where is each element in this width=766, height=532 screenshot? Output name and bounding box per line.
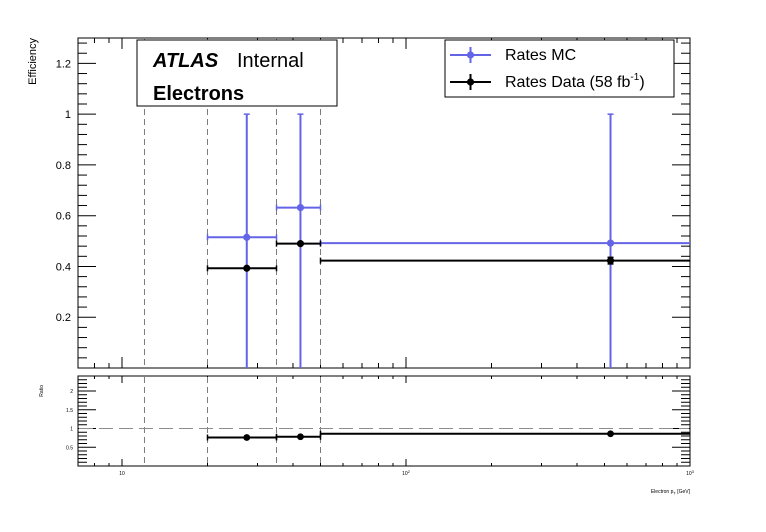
x-tick-label: 102 <box>402 469 411 477</box>
data-point <box>243 233 251 241</box>
y-tick-label: 1.2 <box>56 58 71 70</box>
ratio-pad: 0.5 1 1.5 2 10 102 103 Ratio Electron pT [GeV] <box>39 375 695 496</box>
x-axis-label: Electron pT [GeV] <box>651 489 691 496</box>
y-tick-label: 0.6 <box>56 211 71 223</box>
ratio-y-tick-label: 1.5 <box>66 408 73 414</box>
series-0 <box>206 113 690 368</box>
y-axis-label: Efficiency <box>27 38 39 85</box>
ratio-point <box>607 430 614 438</box>
ratio-point <box>297 433 304 441</box>
legend-frame <box>444 39 675 98</box>
main-pad: 0.2 0.4 0.6 0.8 1 1.2 Efficiency <box>27 37 691 369</box>
legend-swatch-marker <box>466 51 475 59</box>
ratio-series <box>206 430 690 441</box>
ratio-y-tick-label: 2 <box>70 389 73 395</box>
x-tick-label: 10 <box>119 471 125 477</box>
ratio-point <box>243 434 251 441</box>
ratio-frame <box>77 375 691 467</box>
y-tick-label: 0.2 <box>56 312 71 324</box>
data-point <box>606 257 615 265</box>
main-frame <box>77 37 691 369</box>
y-tick-label: 1 <box>65 109 71 121</box>
series-1 <box>206 240 690 272</box>
channel-label: Electrons <box>153 83 244 105</box>
data-point <box>243 264 251 272</box>
legend-label: Rates MC <box>505 47 576 64</box>
legend-swatch-marker <box>466 78 475 86</box>
ratio-y-axis-label: Ratio <box>39 385 45 397</box>
data-point <box>296 203 305 212</box>
data-point <box>606 239 615 247</box>
atlas-label: ATLAS <box>152 50 219 72</box>
atlas-label-box: ATLAS Internal Electrons <box>136 39 338 107</box>
atlas-status-label: Internal <box>237 50 304 72</box>
y-tick-label: 0.8 <box>56 160 71 172</box>
data-point <box>296 240 305 248</box>
ratio-y-tick-label: 0.5 <box>66 445 73 451</box>
legend: Rates MC Rates Data (58 fb-1) <box>444 39 675 98</box>
x-tick-label: 103 <box>686 469 695 477</box>
overlay: ATLAS Internal Electrons Rates MC Rates Data… <box>136 39 675 107</box>
atlas-label-frame <box>136 39 338 107</box>
legend-label: Rates Data (58 fb-1) <box>505 72 645 91</box>
legend-item: Rates MC <box>450 47 576 64</box>
y-tick-label: 0.4 <box>56 261 71 273</box>
ratio-y-tick-label: 1 <box>70 427 73 433</box>
legend-item: Rates Data (58 fb-1) <box>450 72 645 91</box>
